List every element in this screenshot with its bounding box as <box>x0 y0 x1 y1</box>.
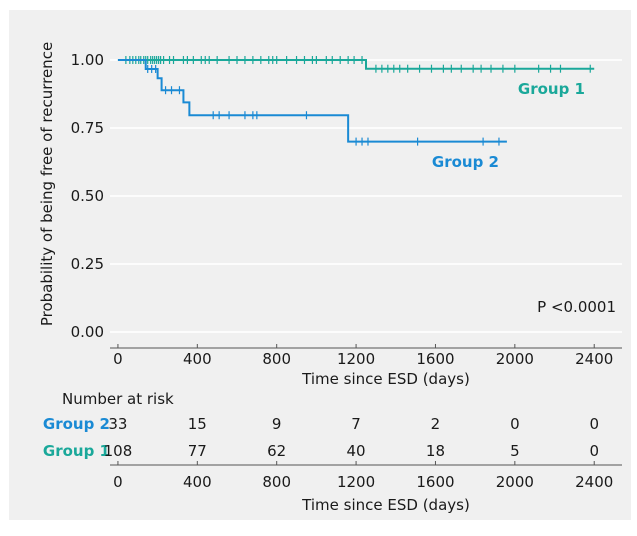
x-axis-title: Time since ESD (days) <box>301 370 470 388</box>
risk-row-label: Group 1 <box>43 442 110 460</box>
risk-count: 18 <box>426 442 445 460</box>
x-tick-label: 2000 <box>496 350 534 368</box>
y-tick-label: 0.75 <box>71 119 104 137</box>
series-label-group-1: Group 1 <box>518 80 585 98</box>
risk-tick-label: 400 <box>183 473 212 491</box>
km-curve-group-1 <box>117 59 595 70</box>
plot-area <box>110 20 622 348</box>
y-tick-label: 1.00 <box>71 51 104 69</box>
series-label-group-2: Group 2 <box>432 153 499 171</box>
y-tick-label: 0.00 <box>71 323 104 341</box>
x-tick-label: 0 <box>113 350 123 368</box>
risk-count: 7 <box>351 415 361 433</box>
risk-tick-label: 800 <box>262 473 291 491</box>
risk-count: 9 <box>272 415 282 433</box>
risk-count: 40 <box>347 442 366 460</box>
y-tick-label: 0.50 <box>71 187 104 205</box>
risk-table-x-title: Time since ESD (days) <box>301 496 470 514</box>
risk-count: 15 <box>188 415 207 433</box>
risk-row-label: Group 2 <box>43 415 110 433</box>
x-tick-label: 1200 <box>337 350 375 368</box>
risk-count: 0 <box>589 442 599 460</box>
risk-tick-label: 2000 <box>496 473 534 491</box>
risk-count: 2 <box>431 415 441 433</box>
risk-count: 108 <box>104 442 133 460</box>
risk-count: 5 <box>510 442 520 460</box>
risk-tick-label: 2400 <box>575 473 613 491</box>
risk-count: 33 <box>108 415 127 433</box>
x-tick-label: 2400 <box>575 350 613 368</box>
risk-count: 0 <box>510 415 520 433</box>
x-tick-label: 800 <box>262 350 291 368</box>
risk-count: 0 <box>589 415 599 433</box>
y-axis-title: Probability of being free of recurrence <box>38 42 56 326</box>
risk-tick-label: 1200 <box>337 473 375 491</box>
x-tick-label: 400 <box>183 350 212 368</box>
risk-table-title: Number at risk <box>62 390 174 408</box>
p-value-annotation: P <0.0001 <box>537 298 616 316</box>
x-tick-label: 1600 <box>416 350 454 368</box>
risk-count: 62 <box>267 442 286 460</box>
y-tick-label: 0.25 <box>71 255 104 273</box>
risk-count: 77 <box>188 442 207 460</box>
risk-tick-label: 0 <box>113 473 123 491</box>
risk-tick-label: 1600 <box>416 473 454 491</box>
